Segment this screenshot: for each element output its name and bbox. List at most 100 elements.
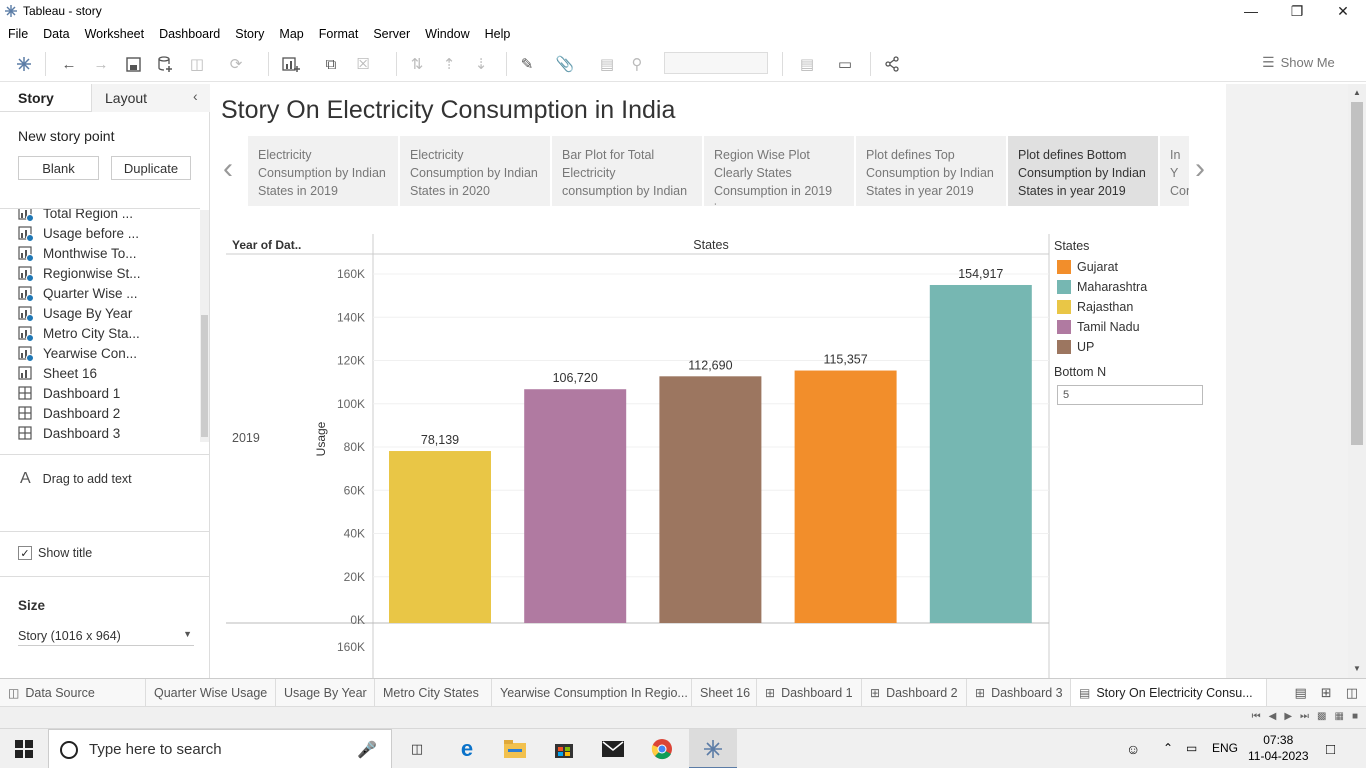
legend-item[interactable]: UP [1057, 338, 1094, 356]
last-sheet-icon[interactable]: ⏭ [1300, 711, 1310, 722]
microphone-icon[interactable]: 🎤 [357, 742, 377, 759]
tableau-home-icon[interactable] [13, 54, 35, 74]
menu-dashboard[interactable]: Dashboard [159, 27, 221, 41]
tableau-taskbar-icon[interactable] [701, 737, 725, 761]
sheet-tab[interactable]: ▤ Story On Electricity Consu... [1071, 679, 1267, 707]
menu-worksheet[interactable]: Worksheet [84, 27, 145, 41]
highlight-icon[interactable]: ✎ [520, 56, 534, 73]
scroll-up-icon[interactable]: ▲ [1353, 88, 1361, 97]
legend-item[interactable]: Gujarat [1057, 258, 1118, 276]
menu-file[interactable]: File [8, 27, 29, 41]
canvas-scrollbar[interactable]: ▲ ▼ [1348, 84, 1366, 678]
pause-updates-icon[interactable]: ◫ [189, 56, 205, 73]
clear-sheet-icon[interactable]: ☒ [356, 56, 370, 73]
sheet-tab[interactable]: Metro City States [375, 679, 492, 707]
first-sheet-icon[interactable]: ⏮ [1251, 711, 1261, 722]
legend-item[interactable]: Maharashtra [1057, 278, 1147, 296]
show-tabs-icon[interactable]: ■ [1351, 711, 1358, 722]
menu-help[interactable]: Help [484, 27, 511, 41]
sheet-list-item[interactable]: Total Region ... [18, 209, 133, 223]
language-indicator[interactable]: ENG [1212, 741, 1239, 755]
menu-map[interactable]: Map [279, 27, 304, 41]
sort-ascending-icon[interactable]: ⇡ [442, 56, 456, 73]
people-icon[interactable]: ☺ [1126, 741, 1141, 757]
drag-to-add-text[interactable]: A Drag to add text [20, 470, 132, 488]
next-story-point-button[interactable]: › [1195, 152, 1205, 185]
minimize-button[interactable]: — [1244, 3, 1258, 19]
refresh-icon[interactable]: ⟳ [229, 56, 243, 73]
show-filmstrip-icon[interactable]: ▩ [1317, 711, 1327, 722]
sheet-list-item[interactable]: Dashboard 2 [18, 403, 120, 423]
taskbar-search[interactable]: Type here to search 🎤 [48, 729, 392, 768]
undo-icon[interactable]: ← [61, 55, 77, 73]
chrome-icon[interactable] [650, 737, 674, 761]
sheet-tab[interactable]: ⊞ Dashboard 2 [862, 679, 967, 707]
sort-descending-icon[interactable]: ⇣ [474, 56, 488, 73]
story-point-tab[interactable]: Electricity Consumption by Indian States i… [400, 136, 550, 206]
windows-start-icon[interactable] [12, 737, 36, 761]
menu-story[interactable]: Story [235, 27, 265, 41]
duplicate-button[interactable]: Duplicate [111, 156, 191, 180]
story-point-tab[interactable]: In YConwa [1160, 136, 1189, 206]
save-icon[interactable] [122, 54, 144, 74]
sheet-tab[interactable]: ◫ Data Source [0, 679, 146, 707]
show-me-button[interactable]: ☰ Show Me [1262, 54, 1335, 71]
bottom-n-input[interactable]: 5 [1057, 385, 1203, 405]
task-view-icon[interactable]: ◫ [410, 741, 424, 756]
microsoft-store-icon[interactable] [552, 737, 576, 761]
menu-server[interactable]: Server [373, 27, 411, 41]
sheet-list-item[interactable]: Yearwise Con... [18, 343, 137, 363]
fit-dropdown[interactable] [664, 52, 768, 74]
sheet-tab[interactable]: Sheet 16 [692, 679, 757, 707]
mail-icon[interactable] [601, 737, 625, 761]
restore-button[interactable]: ❐ [1290, 2, 1304, 19]
sheet-list-item[interactable]: Metro City Sta... [18, 323, 140, 343]
fit-width-icon[interactable]: ▤ [799, 56, 815, 73]
sheet-list-item[interactable]: Usage before ... [18, 223, 139, 243]
sheet-tab[interactable]: Usage By Year [276, 679, 375, 707]
tab-layout[interactable]: Layout [92, 84, 210, 112]
prev-sheet-icon[interactable]: ◀ [1268, 711, 1277, 722]
new-worksheet-tab-icon[interactable]: ▤ [1294, 685, 1307, 700]
duplicate-sheet-icon[interactable]: ⧉ [325, 55, 337, 73]
legend-item[interactable]: Tamil Nadu [1057, 318, 1140, 336]
blank-button[interactable]: Blank [18, 156, 99, 180]
menu-data[interactable]: Data [43, 27, 70, 41]
share-icon[interactable] [881, 54, 903, 74]
sheet-list-item[interactable]: Regionwise St... [18, 263, 141, 283]
file-explorer-icon[interactable] [503, 737, 527, 761]
story-point-tab[interactable]: Region Wise Plot Clearly States Consumptio… [704, 136, 854, 206]
redo-icon[interactable]: → [93, 55, 109, 73]
sheet-tab[interactable]: ⊞ Dashboard 3 [967, 679, 1071, 707]
sheet-tab[interactable]: Yearwise Consumption In Regio... [492, 679, 692, 707]
sheet-list-item[interactable]: Sheet 16 [18, 363, 97, 383]
show-title-checkbox[interactable]: ✓ Show title [18, 546, 92, 560]
new-dashboard-tab-icon[interactable]: ⊞ [1320, 685, 1332, 700]
story-point-tab[interactable]: Electricity Consumption by Indian States i… [248, 136, 398, 206]
story-point-tab[interactable]: Bar Plot for Total Electricity consumption… [552, 136, 702, 206]
battery-icon[interactable]: ▭ [1186, 741, 1198, 755]
sheet-list-item[interactable]: Dashboard 1 [18, 383, 120, 403]
menu-format[interactable]: Format [318, 27, 359, 41]
new-data-source-icon[interactable] [154, 54, 176, 74]
show-hidden-icons-icon[interactable]: ⌃ [1163, 741, 1174, 755]
fix-axes-icon[interactable]: ⚲ [631, 56, 643, 73]
next-sheet-icon[interactable]: ▶ [1284, 711, 1293, 722]
show-sheet-sorter-icon[interactable]: ▦ [1334, 711, 1344, 722]
sheet-list-item[interactable]: Monthwise To... [18, 243, 137, 263]
new-story-tab-icon[interactable]: ◫ [1345, 685, 1358, 700]
sheet-tab[interactable]: Quarter Wise Usage [146, 679, 276, 707]
group-members-icon[interactable]: 📎 [555, 56, 575, 73]
sheet-list-item[interactable]: Usage By Year [18, 303, 132, 323]
show-mark-labels-icon[interactable]: ▤ [599, 56, 615, 73]
swap-axes-icon[interactable]: ⇅ [410, 56, 424, 73]
sheet-tab[interactable]: ⊞ Dashboard 1 [757, 679, 862, 707]
tab-story[interactable]: Story [0, 84, 92, 112]
sheet-list-item[interactable]: Dashboard 3 [18, 423, 120, 442]
collapse-sidebar-icon[interactable]: ‹ [193, 88, 198, 104]
system-clock[interactable]: 07:38 11-04-2023 [1248, 732, 1309, 764]
sheet-list-scrollbar[interactable] [200, 210, 209, 442]
edge-browser-icon[interactable]: e [460, 736, 474, 761]
legend-item[interactable]: Rajasthan [1057, 298, 1133, 316]
presentation-mode-icon[interactable]: ▭ [837, 56, 853, 73]
